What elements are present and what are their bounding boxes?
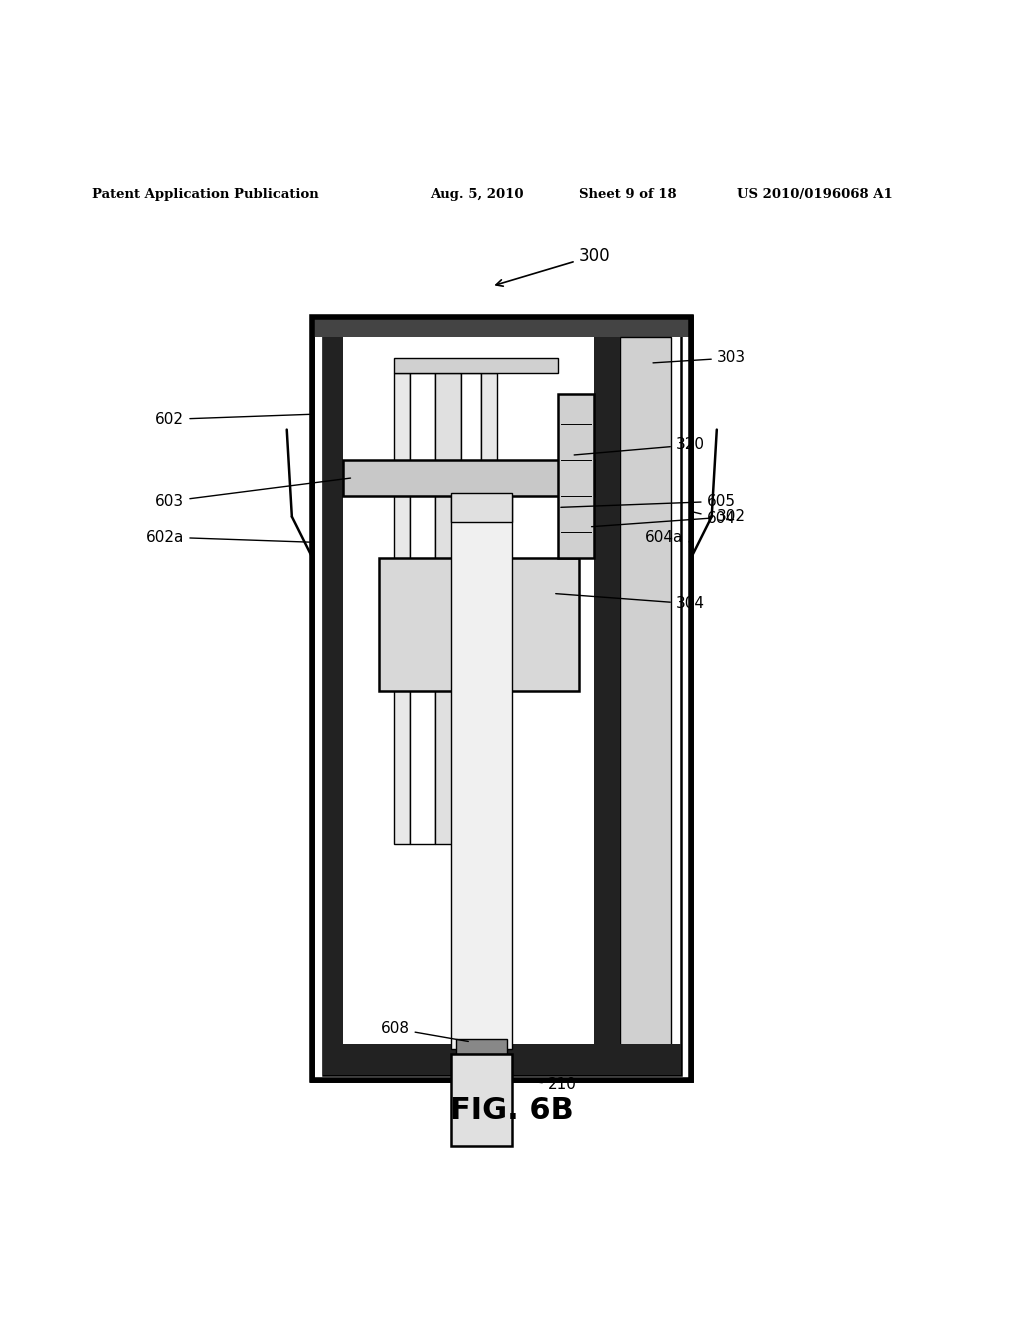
Text: 604: 604 (694, 511, 735, 527)
Text: 604a: 604a (645, 529, 691, 545)
Text: 300: 300 (496, 247, 610, 286)
Bar (461, 374, 481, 845)
Text: 608: 608 (381, 1022, 468, 1041)
Text: FIG. 6B: FIG. 6B (451, 1096, 573, 1125)
Bar (343, 461, 594, 496)
Bar (394, 358, 558, 374)
Text: 605: 605 (561, 494, 735, 508)
Text: US 2010/0196068 A1: US 2010/0196068 A1 (737, 187, 893, 201)
Text: 304: 304 (556, 594, 705, 611)
Text: Aug. 5, 2010: Aug. 5, 2010 (430, 187, 523, 201)
Text: Sheet 9 of 18: Sheet 9 of 18 (579, 187, 676, 201)
Text: 603: 603 (156, 478, 350, 508)
Text: 602: 602 (156, 412, 309, 426)
Bar (394, 374, 410, 845)
Text: 303: 303 (653, 350, 745, 366)
Bar (594, 338, 620, 1055)
Bar (312, 317, 691, 1080)
Bar (558, 393, 594, 557)
Bar (312, 317, 691, 1080)
Bar (456, 1039, 507, 1055)
Text: 210: 210 (520, 1077, 577, 1093)
Text: 602a: 602a (146, 529, 309, 545)
Text: 302: 302 (592, 510, 745, 527)
Bar (451, 1055, 512, 1146)
Bar (451, 496, 512, 1049)
Bar (323, 322, 681, 1074)
Bar (620, 338, 671, 1055)
Bar (451, 494, 512, 521)
Bar (323, 1044, 681, 1074)
Bar (481, 374, 497, 845)
Bar (379, 557, 579, 690)
Bar (323, 338, 343, 1055)
Bar (410, 374, 435, 845)
Bar (435, 374, 461, 845)
Text: 320: 320 (574, 437, 705, 455)
Bar (312, 317, 691, 338)
Text: Patent Application Publication: Patent Application Publication (92, 187, 318, 201)
